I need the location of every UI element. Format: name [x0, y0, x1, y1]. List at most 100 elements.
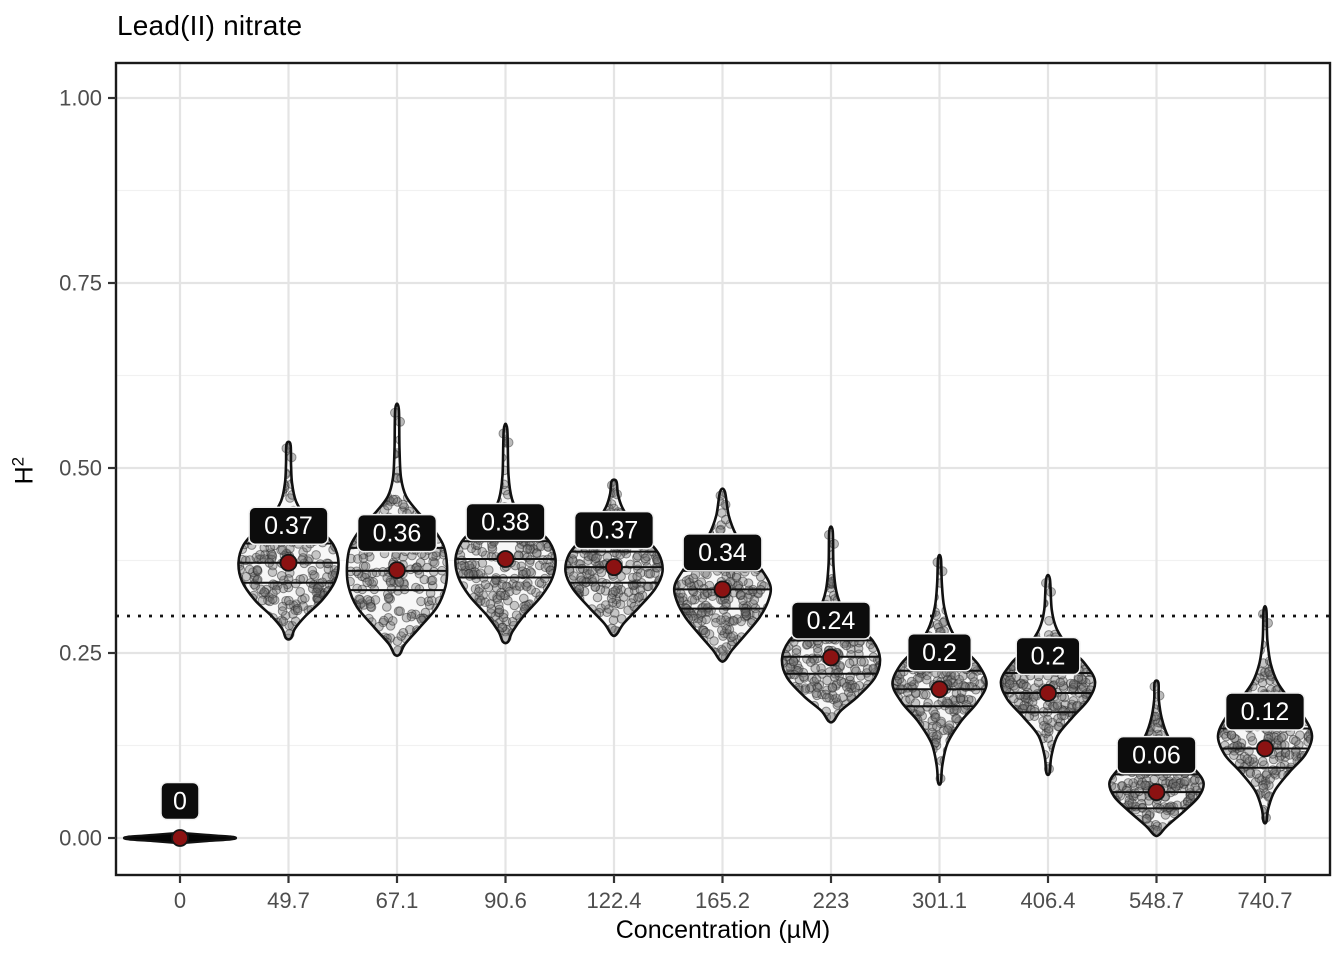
- data-point: [601, 600, 611, 610]
- y-tick-label: 0.50: [59, 456, 102, 481]
- data-point: [729, 616, 739, 626]
- data-point: [721, 642, 732, 652]
- data-point: [950, 670, 960, 681]
- data-point: [1229, 750, 1239, 761]
- data-point: [912, 674, 923, 684]
- mean-label: 0.2: [1031, 642, 1066, 670]
- data-point: [846, 691, 856, 702]
- data-point: [379, 615, 389, 626]
- data-point: [487, 542, 497, 552]
- data-point: [255, 550, 265, 560]
- mean-label: 0.24: [807, 607, 856, 635]
- data-point: [1179, 776, 1190, 787]
- data-point: [811, 688, 822, 699]
- data-point: [1021, 681, 1031, 692]
- data-point: [736, 616, 747, 627]
- mean-label-box: [1224, 692, 1306, 731]
- data-point: [386, 584, 397, 594]
- x-tick-label: 223: [813, 888, 850, 913]
- data-point: [494, 607, 505, 618]
- data-point: [595, 584, 606, 595]
- mean-label-layer: 0 0.37 0.36 0.38 0.37 0.34 0.24 0.2 0.2 0.06 0.12: [160, 502, 1306, 847]
- data-point: [311, 587, 322, 598]
- data-point: [709, 636, 719, 646]
- data-point: [721, 598, 731, 609]
- data-point: [398, 499, 408, 510]
- data-point: [519, 593, 529, 604]
- data-point: [910, 698, 921, 708]
- data-point: [480, 579, 491, 590]
- mean-label: 0.37: [590, 517, 639, 545]
- data-point: [1010, 682, 1020, 693]
- data-point: [257, 595, 268, 606]
- mean-dot: [1256, 739, 1274, 758]
- data-point: [424, 600, 435, 610]
- data-point: [822, 692, 832, 703]
- mean-label-box: [465, 502, 546, 542]
- axis-layer: 0.00 0.25 0.50 0.75 1.00 0 49.7 67.1 90.6 122.4 16…: [59, 86, 1292, 914]
- data-point: [244, 564, 255, 575]
- x-tick-label: 406.4: [1020, 888, 1075, 913]
- mean-dot: [171, 829, 189, 847]
- data-point: [961, 700, 972, 710]
- y-tick-label: 1.00: [59, 86, 102, 111]
- data-point: [921, 674, 932, 685]
- data-point: [358, 553, 369, 563]
- data-point: [841, 682, 852, 692]
- data-point: [640, 553, 650, 564]
- x-tick-label: 548.7: [1129, 888, 1184, 913]
- data-point: [716, 615, 726, 625]
- data-point: [1257, 756, 1268, 767]
- mean-dot: [1039, 684, 1057, 702]
- data-point: [509, 600, 520, 611]
- y-axis-title-base: H: [10, 466, 39, 485]
- data-point: [498, 573, 508, 584]
- data-point: [844, 658, 855, 669]
- x-axis-title: Concentration (µM): [615, 916, 831, 944]
- data-point: [759, 581, 769, 592]
- y-tick-label: 0.75: [59, 271, 102, 296]
- data-point: [1251, 769, 1262, 779]
- data-point: [687, 595, 698, 605]
- data-point: [522, 581, 532, 592]
- data-point: [534, 560, 545, 571]
- data-point: [267, 549, 277, 560]
- data-point: [718, 631, 728, 641]
- mean-label-box: [682, 533, 763, 572]
- x-tick-label: 90.6: [484, 888, 527, 913]
- data-point: [495, 590, 506, 601]
- data-point: [425, 588, 436, 599]
- data-point: [362, 577, 372, 588]
- mean-dot: [713, 580, 732, 599]
- data-point: [383, 500, 393, 511]
- data-point: [278, 616, 289, 627]
- data-point: [514, 581, 525, 592]
- data-point: [398, 628, 409, 638]
- data-point: [1247, 754, 1258, 764]
- data-point: [365, 601, 376, 612]
- data-point: [850, 682, 861, 693]
- data-point: [416, 596, 426, 607]
- data-point: [383, 593, 394, 604]
- mean-label-box: [906, 633, 973, 672]
- data-point: [1044, 723, 1054, 734]
- data-point: [475, 568, 486, 579]
- x-tick-label: 0: [174, 888, 186, 913]
- data-point: [477, 547, 488, 557]
- data-point: [1128, 778, 1138, 788]
- data-point: [608, 615, 619, 626]
- data-point: [399, 579, 410, 590]
- data-point: [484, 565, 494, 575]
- data-point: [932, 721, 942, 732]
- data-point: [968, 672, 978, 682]
- mean-label-box: [790, 601, 872, 640]
- data-point: [485, 599, 496, 609]
- data-point: [277, 545, 288, 555]
- data-point: [906, 676, 917, 687]
- data-point: [284, 595, 294, 606]
- data-point: [1058, 706, 1068, 716]
- x-tick-label: 165.2: [695, 888, 750, 913]
- data-point: [711, 617, 721, 628]
- data-point: [309, 571, 320, 581]
